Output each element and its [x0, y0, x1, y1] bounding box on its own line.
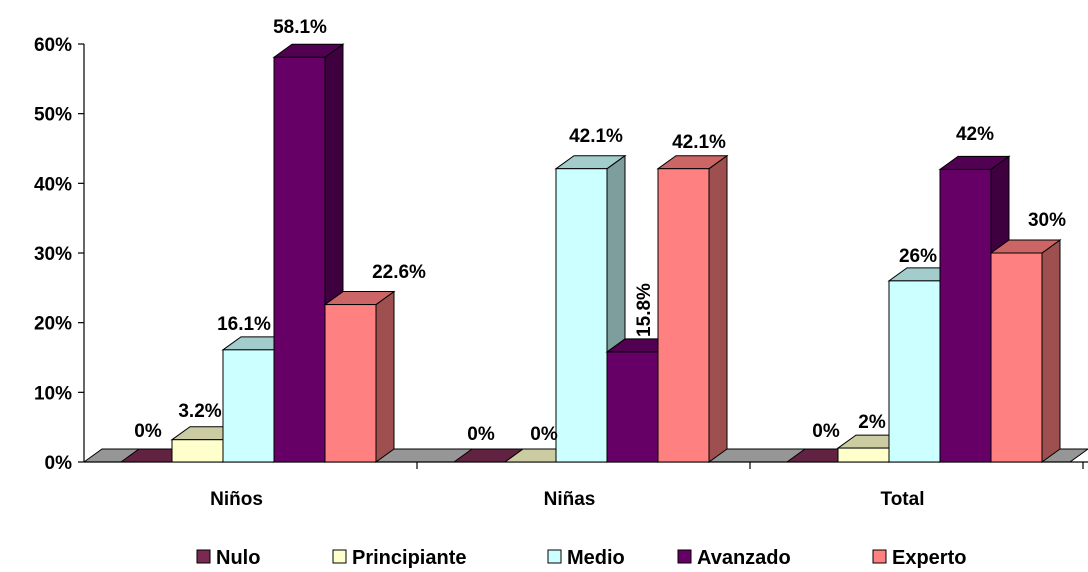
- bar-medio-1: [554, 154, 627, 463]
- legend-label: Avanzado: [697, 547, 791, 569]
- data-label: 15.8%: [634, 283, 655, 337]
- legend-label: Experto: [892, 547, 966, 569]
- legend-item-experto: Experto: [872, 547, 966, 569]
- x-tick-label: Total: [881, 489, 925, 510]
- data-label: 30%: [1028, 210, 1066, 231]
- bar-experto-1: [656, 154, 729, 463]
- y-tick-label: 30%: [34, 244, 72, 265]
- legend: Nulo Principiante Medio Avanzado Experto: [196, 547, 966, 569]
- axes: 0% 10% 20% 30% 40% 50% 60% Niños Niñas Total: [34, 35, 1088, 510]
- data-label: 42.1%: [569, 126, 623, 147]
- legend-item-avanzado: Avanzado: [677, 547, 791, 569]
- data-label: 16.1%: [217, 314, 271, 335]
- legend-item-medio: Medio: [547, 547, 625, 569]
- y-tick-label: 40%: [34, 174, 72, 195]
- data-label: 3.2%: [178, 401, 221, 422]
- data-labels: 0% 3.2% 16.1% 58.1% 22.6% 0% 0% 42.1% 42.1% 0% 2% 2…: [134, 17, 1066, 445]
- y-tick-label: 20%: [34, 314, 72, 335]
- legend-swatch: [872, 549, 887, 564]
- x-tick-label: Niños: [210, 489, 263, 510]
- bar-experto-0: [323, 290, 396, 463]
- y-tick-label: 50%: [34, 105, 72, 126]
- data-label: 42%: [956, 124, 994, 145]
- data-label: 2%: [858, 412, 886, 433]
- legend-swatch: [196, 549, 211, 564]
- data-label: 0%: [812, 421, 840, 442]
- data-label: 26%: [899, 246, 937, 267]
- legend-item-principiante: Principiante: [332, 547, 466, 569]
- data-label: 58.1%: [273, 17, 327, 38]
- legend-label: Medio: [567, 547, 625, 569]
- legend-swatch: [332, 549, 347, 564]
- y-tick-label: 10%: [34, 383, 72, 404]
- y-tick-label: 60%: [34, 35, 72, 56]
- bar-experto-2: [989, 239, 1062, 463]
- data-label: 0%: [467, 424, 495, 445]
- bars: [119, 43, 1062, 463]
- legend-swatch: [547, 549, 562, 564]
- legend-item-nulo: Nulo: [196, 547, 260, 569]
- data-label: 22.6%: [372, 262, 426, 283]
- data-label: 0%: [134, 421, 162, 442]
- legend-swatch: [677, 549, 692, 564]
- data-label: 42.1%: [672, 132, 726, 153]
- legend-label: Principiante: [352, 547, 466, 569]
- legend-label: Nulo: [216, 547, 260, 569]
- y-tick-label: 0%: [45, 453, 73, 474]
- x-tick-label: Niñas: [544, 489, 596, 510]
- data-label: 0%: [530, 424, 558, 445]
